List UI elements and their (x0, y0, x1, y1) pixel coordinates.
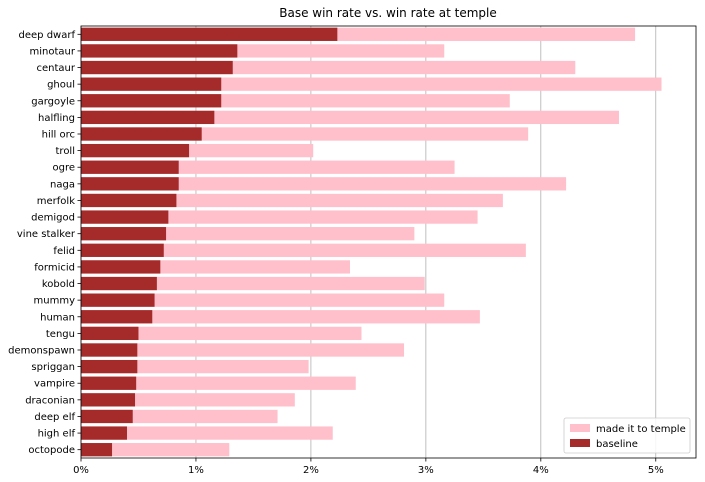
y-tick-label: demigod (31, 213, 75, 224)
bar (81, 293, 445, 307)
bar (81, 110, 619, 125)
y-tick-label: kobold (42, 279, 75, 290)
chart-title: Base win rate vs. win rate at temple (279, 6, 497, 20)
bar (81, 77, 662, 91)
bar (81, 227, 167, 241)
legend-label: made it to temple (596, 424, 686, 435)
bar (81, 94, 222, 108)
y-tick-label: felid (53, 246, 75, 257)
bar (81, 210, 478, 224)
bar (81, 359, 309, 374)
bar (81, 193, 177, 208)
legend-label: baseline (596, 439, 638, 450)
y-tick-label: spriggan (31, 362, 75, 373)
legend-swatch (570, 424, 590, 432)
bar (81, 310, 480, 324)
y-tick-label: halfling (38, 113, 75, 124)
y-tick-label: mummy (34, 296, 76, 307)
bar (81, 77, 222, 91)
legend-box (563, 417, 691, 454)
y-tick-label: vampire (34, 379, 75, 390)
bar (81, 326, 362, 341)
bar (81, 443, 113, 457)
plot-frame (80, 25, 697, 459)
legend-swatch (570, 439, 590, 447)
bar (81, 276, 157, 291)
y-tick-label: hill orc (42, 130, 75, 141)
bar (81, 177, 567, 191)
bar (81, 343, 405, 357)
y-tick-label: vine stalker (17, 229, 76, 240)
y-tick-label: high elf (38, 429, 76, 440)
bar (81, 143, 190, 158)
y-tick-label: merfolk (37, 196, 75, 207)
bar (81, 409, 133, 424)
bar (81, 310, 153, 324)
x-tick-label: 3% (418, 465, 434, 476)
y-tick-label: ghoul (47, 80, 75, 91)
bar (81, 44, 238, 58)
x-tick-label: 1% (188, 465, 204, 476)
bar (81, 293, 155, 307)
bar (81, 177, 179, 191)
y-tick-label: naga (50, 179, 75, 190)
y-tick-label: deep dwarf (19, 30, 76, 41)
x-tick-label: 4% (533, 465, 549, 476)
bars (81, 27, 662, 457)
bar (81, 160, 179, 174)
y-tick-label: deep elf (34, 412, 75, 423)
bar (81, 393, 136, 407)
y-tick-label: centaur (37, 63, 76, 74)
x-tick-label: 5% (648, 465, 664, 476)
x-tick-label: 2% (303, 465, 319, 476)
bar (81, 276, 425, 291)
bar (81, 210, 169, 224)
bar (81, 193, 503, 208)
bar (81, 260, 161, 274)
y-tick-label: formicid (34, 262, 75, 273)
bar (81, 243, 526, 257)
y-tick-label: human (40, 312, 75, 323)
y-tick-label: ogre (52, 163, 75, 174)
y-tick-label: draconian (25, 395, 75, 406)
bar (81, 443, 230, 457)
bar (81, 359, 138, 374)
bar (81, 426, 127, 440)
y-tick-label: minotaur (30, 46, 76, 57)
bar (81, 60, 233, 75)
legend: made it to temple baseline (563, 417, 691, 454)
bar (81, 376, 137, 390)
bar (81, 376, 356, 390)
y-tick-label: octopode (28, 445, 75, 456)
bar (81, 110, 215, 125)
axes: deep dwarf minotaur centaur ghoul gargoyle ha… (8, 25, 697, 476)
y-tick-label: gargoyle (31, 96, 75, 107)
bar (81, 127, 202, 141)
bar (81, 326, 139, 341)
bar (81, 426, 333, 440)
x-tick-label: 0% (73, 465, 89, 476)
bar (81, 343, 138, 357)
y-tick-label: demonspawn (8, 346, 75, 357)
y-tick-label: tengu (46, 329, 75, 340)
y-tick-label: troll (56, 146, 76, 157)
bar (81, 243, 164, 257)
bar (81, 27, 338, 41)
